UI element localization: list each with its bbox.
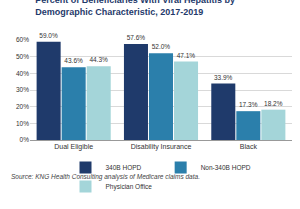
svg-text:Physician Office: Physician Office bbox=[106, 183, 153, 191]
svg-text:30%: 30% bbox=[16, 86, 29, 93]
svg-text:20%: 20% bbox=[16, 103, 29, 110]
svg-text:59.0%: 59.0% bbox=[39, 32, 58, 39]
svg-text:Disability Insurance: Disability Insurance bbox=[131, 143, 192, 151]
svg-text:Dual Eligible: Dual Eligible bbox=[54, 143, 93, 151]
svg-text:17.3%: 17.3% bbox=[239, 101, 258, 108]
svg-text:52.0%: 52.0% bbox=[152, 43, 171, 50]
svg-text:340B HOPD: 340B HOPD bbox=[106, 164, 142, 171]
svg-text:40%: 40% bbox=[16, 70, 29, 77]
svg-text:Black: Black bbox=[240, 143, 258, 150]
svg-text:50%: 50% bbox=[16, 53, 29, 60]
svg-text:33.9%: 33.9% bbox=[214, 74, 233, 81]
svg-text:57.6%: 57.6% bbox=[127, 34, 146, 41]
svg-text:43.6%: 43.6% bbox=[64, 57, 83, 64]
svg-text:Non-340B HOPD: Non-340B HOPD bbox=[201, 164, 251, 171]
svg-text:18.2%: 18.2% bbox=[264, 100, 283, 107]
svg-text:Percent of Beneficiaries With: Percent of Beneficiaries With Viral Hepa… bbox=[35, 0, 235, 17]
svg-text:Source: KNG Health Consulting: Source: KNG Health Consulting analysis o… bbox=[11, 173, 200, 181]
svg-text:44.3%: 44.3% bbox=[89, 56, 108, 63]
svg-text:10%: 10% bbox=[16, 120, 29, 127]
svg-text:47.1%: 47.1% bbox=[177, 52, 196, 59]
svg-text:60%: 60% bbox=[16, 36, 29, 43]
svg-text:0%: 0% bbox=[20, 136, 30, 143]
